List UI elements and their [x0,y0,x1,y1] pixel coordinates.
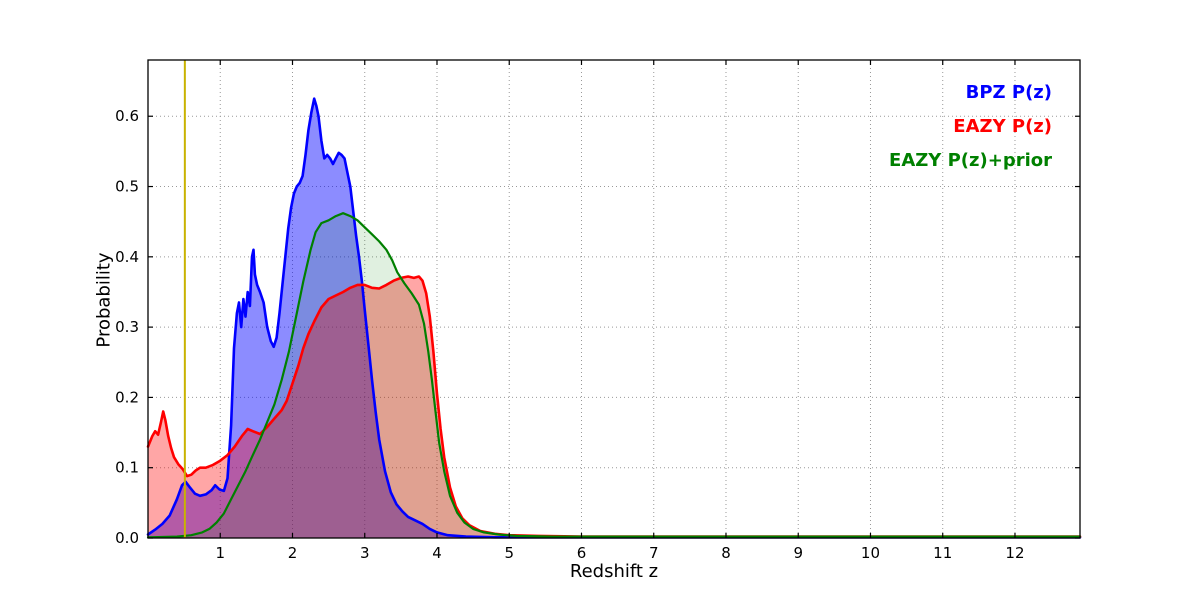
svg-text:11: 11 [933,544,952,562]
svg-text:0.3: 0.3 [115,318,139,336]
svg-text:0.4: 0.4 [115,248,139,266]
svg-text:5: 5 [504,544,514,562]
svg-text:7: 7 [649,544,659,562]
svg-text:8: 8 [721,544,731,562]
svg-text:1: 1 [215,544,225,562]
svg-text:0.5: 0.5 [115,178,139,196]
y-axis-label: Probability [93,252,115,348]
svg-text:2: 2 [288,544,298,562]
svg-text:3: 3 [360,544,370,562]
svg-text:12: 12 [1005,544,1024,562]
legend-entry-eazy: EAZY P(z) [953,116,1052,137]
svg-text:4: 4 [432,544,442,562]
svg-text:6: 6 [577,544,587,562]
legend-entry-eazy-prior: EAZY P(z)+prior [889,150,1052,171]
x-axis-label: Redshift z [569,561,659,582]
legend-entry-bpz: BPZ P(z) [965,82,1052,103]
svg-text:0.0: 0.0 [115,529,139,547]
svg-text:0.2: 0.2 [115,388,139,406]
svg-text:0.1: 0.1 [115,459,139,477]
svg-text:10: 10 [861,544,880,562]
svg-text:0.6: 0.6 [115,107,139,125]
legend: BPZ P(z) EAZY P(z) EAZY P(z)+prior [889,76,1052,178]
svg-text:9: 9 [793,544,803,562]
